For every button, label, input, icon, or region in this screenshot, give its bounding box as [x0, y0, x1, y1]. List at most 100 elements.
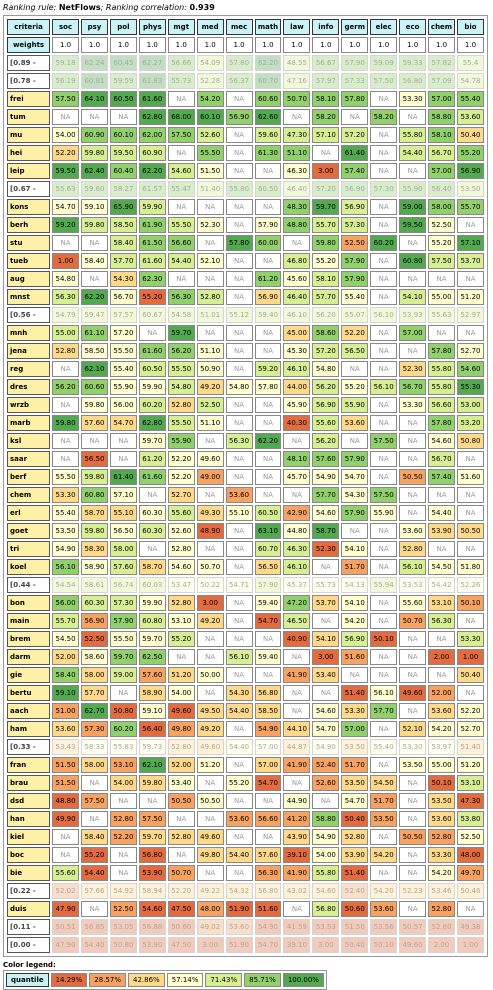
weights-label: weights — [7, 37, 51, 53]
table-cell: 53.10 — [109, 757, 137, 773]
table-cell: 59.60 — [254, 127, 282, 143]
table-cell: 41.90 — [283, 865, 311, 881]
table-cell: 55.90 — [109, 379, 137, 395]
row-label: leip — [7, 163, 51, 179]
table-cell: 49.60 — [167, 703, 195, 719]
table-cell: 57.00 — [428, 163, 455, 179]
table-cell: 57.97 — [312, 73, 340, 89]
table-cell: 53.60 — [52, 721, 79, 737]
table-cell: 52.60 — [167, 523, 195, 539]
table-cell: 3.00 — [312, 163, 340, 179]
table-cell: 2.00 — [428, 649, 455, 665]
legend-swatch: 28.57% — [89, 973, 126, 987]
table-cell: 58.90 — [81, 559, 108, 575]
table-cell: 55.70 — [456, 199, 484, 215]
table-cell: 55.30 — [456, 379, 484, 395]
table-cell: 52.50 — [456, 829, 484, 845]
table-cell: 62.40 — [81, 163, 108, 179]
table-cell: NA — [254, 343, 282, 359]
table-cell: NA — [81, 811, 108, 827]
table-cell: NA — [399, 631, 427, 647]
table-cell: 58.40 — [81, 253, 108, 269]
table-cell: NA — [399, 451, 427, 467]
table-cell: 61.60 — [138, 91, 166, 107]
table-cell: 55.10 — [109, 505, 137, 521]
table-cell: 42.90 — [283, 505, 311, 521]
table-cell: 54.09 — [196, 55, 224, 71]
table-cell: NA — [225, 397, 253, 413]
table-cell: 55.20 — [312, 253, 340, 269]
table-cell: 57.80 — [254, 379, 282, 395]
row-label: stu — [7, 235, 51, 251]
table-cell: 54.90 — [254, 919, 282, 935]
table-cell: NA — [370, 127, 398, 143]
table-cell: 51.40 — [196, 181, 224, 197]
correlation-value: 0.939 — [189, 3, 215, 12]
table-cell: 52.20 — [109, 829, 137, 845]
table-cell: 54.20 — [196, 91, 224, 107]
table-cell: 53.00 — [456, 397, 484, 413]
table-cell: 53.10 — [428, 595, 455, 611]
table-cell: NA — [456, 217, 484, 233]
table-row: marb 59.80 57.60 54.70 62.80 55.50 51.10 NA NA 40… — [7, 415, 484, 431]
table-cell: NA — [283, 649, 311, 665]
table-cell: 54.70 — [52, 199, 79, 215]
table-cell: 53.60 — [428, 703, 455, 719]
table-cell: 61.83 — [138, 73, 166, 89]
table-cell: NA — [370, 469, 398, 485]
table-cell: 54.60 — [312, 883, 340, 899]
table-cell: 50.51 — [52, 919, 79, 935]
table-cell: 61.50 — [138, 235, 166, 251]
table-cell: 52.60 — [312, 775, 340, 791]
table-cell: 52.00 — [428, 685, 455, 701]
table-cell: 58.10 — [428, 127, 455, 143]
table-cell: 52.28 — [196, 73, 224, 89]
table-cell: 50.70 — [283, 91, 311, 107]
table-cell: 56.60 — [167, 235, 195, 251]
table-cell: NA — [341, 361, 369, 377]
table-cell: 57.90 — [341, 505, 369, 521]
table-cell: 59.80 — [81, 145, 108, 161]
table-cell: NA — [109, 847, 137, 863]
table-cell: 63.10 — [254, 523, 282, 539]
table-cell: 56.20 — [167, 343, 195, 359]
table-cell: NA — [370, 415, 398, 431]
table-cell: 53.50 — [341, 739, 369, 755]
table-cell: 53.40 — [312, 667, 340, 683]
row-label: boc — [7, 847, 51, 863]
table-cell: NA — [370, 541, 398, 557]
table-cell: 59.50 — [399, 217, 427, 233]
table-cell: 53.30 — [52, 487, 79, 503]
table-cell: 54.50 — [52, 631, 79, 647]
table-cell: 56.50 — [109, 523, 137, 539]
table-cell: 61.30 — [254, 145, 282, 161]
row-label: brem — [7, 631, 51, 647]
table-cell: NA — [370, 271, 398, 287]
table-cell: NA — [283, 775, 311, 791]
table-cell: 59.73 — [138, 739, 166, 755]
table-cell: 55.73 — [167, 73, 195, 89]
table-row: tri 54.90 58.30 58.00 NA 52.80 NA NA 60.70 46.30 5… — [7, 541, 484, 557]
table-cell: 55.07 — [341, 307, 369, 323]
table-cell: NA — [196, 487, 224, 503]
table-cell: 54.40 — [428, 505, 455, 521]
table-cell: 56.50 — [254, 559, 282, 575]
table-cell: 56.90 — [312, 397, 340, 413]
table-row: darm 52.00 58.60 59.70 62.50 NA NA 56.10 59.40 NA… — [7, 649, 484, 665]
table-cell: 2.00 — [428, 937, 455, 953]
row-label: gie — [7, 667, 51, 683]
table-cell: NA — [370, 325, 398, 341]
table-cell: 52.80 — [428, 829, 455, 845]
table-cell: 47.30 — [456, 793, 484, 809]
table-cell: NA — [225, 415, 253, 431]
table-cell: 60.50 — [254, 505, 282, 521]
table-cell: NA — [283, 685, 311, 701]
table-cell: 50.60 — [341, 901, 369, 917]
table-cell: NA — [399, 487, 427, 503]
row-label: bie — [7, 865, 51, 881]
table-cell: 3.00 — [312, 649, 340, 665]
table-cell: NA — [456, 541, 484, 557]
table-cell: NA — [81, 109, 108, 125]
table-cell: 56.80 — [254, 883, 282, 899]
table-cell: 56.10 — [225, 649, 253, 665]
